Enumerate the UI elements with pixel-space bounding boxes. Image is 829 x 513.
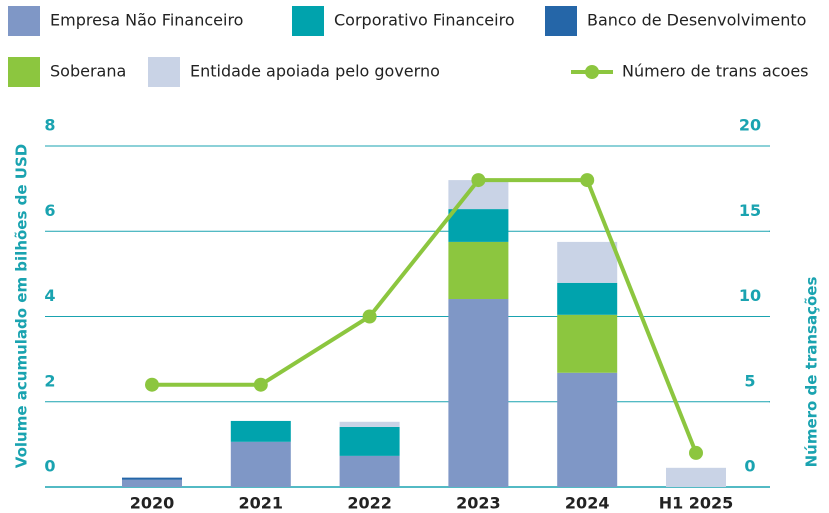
legend-swatch xyxy=(545,6,577,36)
y-tick-label: 2 xyxy=(44,371,55,390)
line-point xyxy=(253,377,268,392)
y2-tick-label: 20 xyxy=(739,116,761,135)
bar-segment xyxy=(557,314,618,373)
bar-segment xyxy=(122,479,182,487)
bar-segment xyxy=(122,477,182,480)
legend-label: Número de trans acoes xyxy=(622,62,809,81)
line-point xyxy=(362,309,377,324)
y-tick-label: 0 xyxy=(44,457,55,476)
y2-axis-title: Número de transações xyxy=(803,277,821,468)
line-point xyxy=(689,445,703,460)
y-tick-label: 8 xyxy=(44,116,55,135)
y2-tick-label: 15 xyxy=(739,201,761,220)
bar-segment xyxy=(339,421,400,427)
bar-segment xyxy=(448,209,509,242)
bar-segment xyxy=(339,455,400,487)
legend-swatch xyxy=(8,6,40,36)
bar-segment xyxy=(448,299,509,487)
bar-segment xyxy=(230,441,291,487)
bar-segment xyxy=(557,241,618,283)
bar-segment xyxy=(448,241,509,300)
y-tick-label: 6 xyxy=(44,201,55,220)
bar-segment xyxy=(230,420,291,442)
x-tick-label: H1 2025 xyxy=(659,494,734,513)
legend-label: Entidade apoiada pelo governo xyxy=(190,62,440,81)
y2-tick-label: 0 xyxy=(744,457,755,476)
line-point xyxy=(471,173,486,188)
x-tick-label: 2022 xyxy=(347,494,392,513)
x-tick-label: 2023 xyxy=(456,494,501,513)
y-axis-title: Volume acumulado em bilhões de USD xyxy=(13,144,31,468)
legend-label: Empresa Não Financeiro xyxy=(50,11,243,30)
legend-swatch xyxy=(292,6,324,36)
legend-label: Corporativo Financeiro xyxy=(334,11,515,30)
legend-swatch xyxy=(8,57,40,87)
legend-label: Soberana xyxy=(50,62,126,81)
y-tick-label: 4 xyxy=(44,286,55,305)
y2-tick-label: 10 xyxy=(739,286,761,305)
bar-segment xyxy=(666,467,726,487)
x-tick-label: 2024 xyxy=(565,494,610,513)
line-point xyxy=(145,377,159,392)
bar-segment xyxy=(557,282,618,315)
legend-marker xyxy=(585,65,599,79)
line xyxy=(152,178,698,454)
x-tick-label: 2020 xyxy=(130,494,175,513)
legend-swatch xyxy=(148,57,180,87)
x-tick-label: 2021 xyxy=(239,494,284,513)
bar-segment xyxy=(339,426,400,456)
line-point xyxy=(580,173,595,188)
y2-tick-label: 5 xyxy=(744,371,755,390)
legend-label: Banco de Desenvolvimento xyxy=(587,11,806,30)
bar-segment xyxy=(557,372,618,487)
